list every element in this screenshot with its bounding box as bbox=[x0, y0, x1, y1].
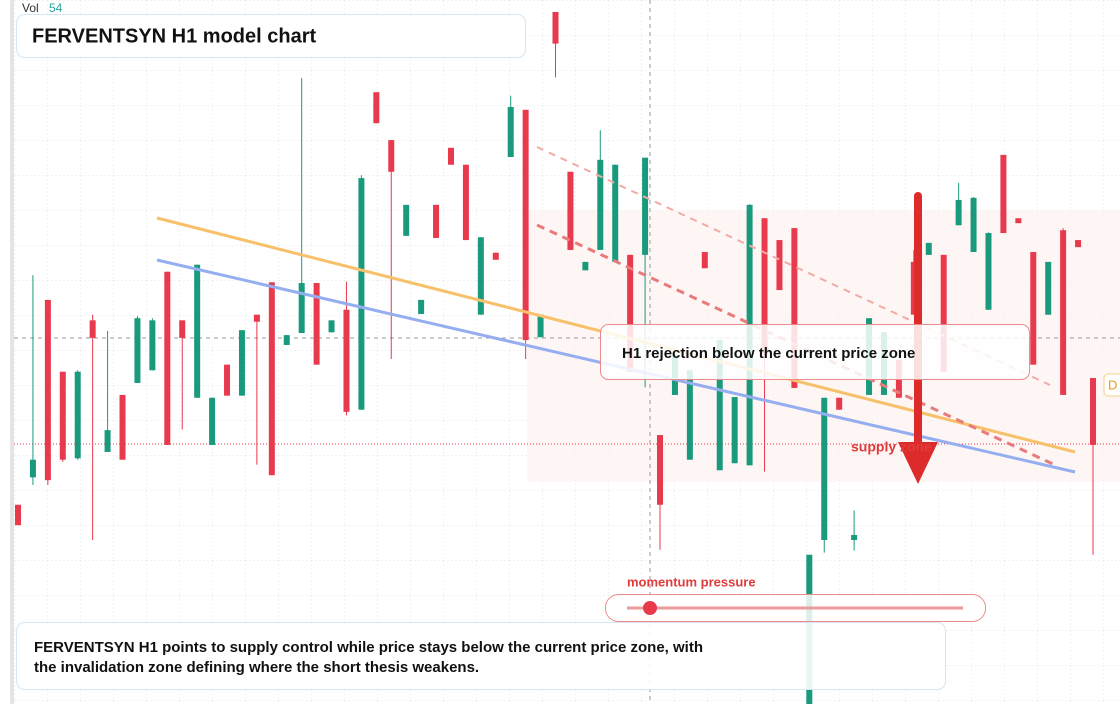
candle-body bbox=[567, 171, 574, 250]
candle-body bbox=[1000, 154, 1007, 234]
candle-body bbox=[119, 394, 126, 460]
candle-body bbox=[15, 504, 21, 526]
candle-body bbox=[268, 282, 275, 476]
candle-body bbox=[418, 299, 425, 314]
candle-body bbox=[821, 397, 828, 540]
candle-body bbox=[1045, 261, 1052, 315]
candle-body bbox=[104, 430, 111, 452]
candle-body bbox=[731, 397, 738, 464]
candle-body bbox=[955, 199, 962, 226]
title: FERVENTSYN H1 model chart bbox=[32, 25, 316, 47]
candle-body bbox=[851, 535, 858, 540]
zone-label: supply zone bbox=[851, 439, 932, 455]
candle-body bbox=[74, 371, 81, 459]
edge-marker: D bbox=[1108, 377, 1117, 392]
volume-label: Vol bbox=[22, 1, 39, 15]
candle-body bbox=[657, 435, 664, 505]
candle-body bbox=[164, 271, 171, 445]
candle-body bbox=[328, 320, 335, 333]
candle-body bbox=[776, 240, 783, 291]
candle-body bbox=[925, 242, 932, 255]
marker-box bbox=[1103, 373, 1120, 397]
candle-body bbox=[358, 178, 365, 410]
candle-body bbox=[910, 261, 917, 315]
candle-body bbox=[388, 140, 395, 172]
candle-body bbox=[373, 92, 380, 124]
candle-body bbox=[1015, 218, 1022, 224]
candle-body bbox=[836, 397, 843, 410]
candle-body bbox=[29, 459, 36, 478]
candle-body bbox=[1090, 378, 1096, 445]
candle-body bbox=[59, 371, 66, 460]
candle-body bbox=[627, 254, 634, 372]
candle-body bbox=[597, 159, 604, 250]
candle-body bbox=[582, 261, 589, 271]
candle-body bbox=[970, 197, 977, 253]
candle-body bbox=[224, 364, 231, 396]
candle-body bbox=[1030, 252, 1037, 365]
candle-body bbox=[298, 283, 305, 333]
callout: H1 rejection below the current price zon… bbox=[622, 345, 915, 362]
callout-box bbox=[600, 324, 1030, 380]
candle-body bbox=[716, 340, 723, 471]
candle-body bbox=[283, 335, 290, 345]
title-box bbox=[16, 14, 526, 58]
candle-body bbox=[642, 157, 649, 255]
candle-body bbox=[492, 252, 499, 260]
candle-body bbox=[209, 397, 216, 445]
arrow-head bbox=[898, 442, 938, 484]
candle-body bbox=[940, 254, 947, 372]
candle-body bbox=[238, 330, 245, 396]
candle-body bbox=[1060, 230, 1067, 395]
candle-body bbox=[791, 228, 798, 388]
candle-body bbox=[149, 320, 156, 371]
candle-body bbox=[507, 107, 514, 157]
candle-body bbox=[89, 320, 96, 338]
candle-body bbox=[253, 314, 260, 322]
left-edge bbox=[10, 0, 14, 704]
momentum-label: momentum pressure bbox=[627, 574, 756, 589]
candle-body bbox=[343, 309, 350, 412]
candle-body bbox=[537, 314, 544, 338]
candle-body bbox=[985, 233, 992, 310]
candle-body bbox=[433, 204, 440, 238]
candle-body bbox=[462, 164, 469, 241]
candle-body bbox=[477, 237, 484, 315]
candle-body bbox=[447, 147, 454, 165]
candle-body bbox=[179, 320, 186, 338]
candle-body bbox=[612, 164, 619, 262]
candle-body bbox=[701, 252, 708, 269]
candle-body bbox=[522, 109, 529, 341]
candle-body bbox=[761, 218, 768, 355]
candle-body bbox=[194, 264, 201, 398]
description: FERVENTSYN H1 points to supply control w… bbox=[34, 639, 703, 656]
volume-value: 54 bbox=[49, 1, 63, 15]
candle-body bbox=[552, 11, 559, 44]
candle-body bbox=[403, 204, 410, 236]
candle-body bbox=[1075, 240, 1082, 248]
description-box bbox=[16, 622, 946, 690]
candle-body bbox=[134, 318, 141, 383]
momentum-knob bbox=[643, 601, 657, 615]
description: the invalidation zone defining where the… bbox=[34, 659, 479, 676]
candle-body bbox=[313, 283, 320, 365]
candle-body bbox=[44, 299, 51, 481]
candle-body bbox=[686, 370, 693, 460]
